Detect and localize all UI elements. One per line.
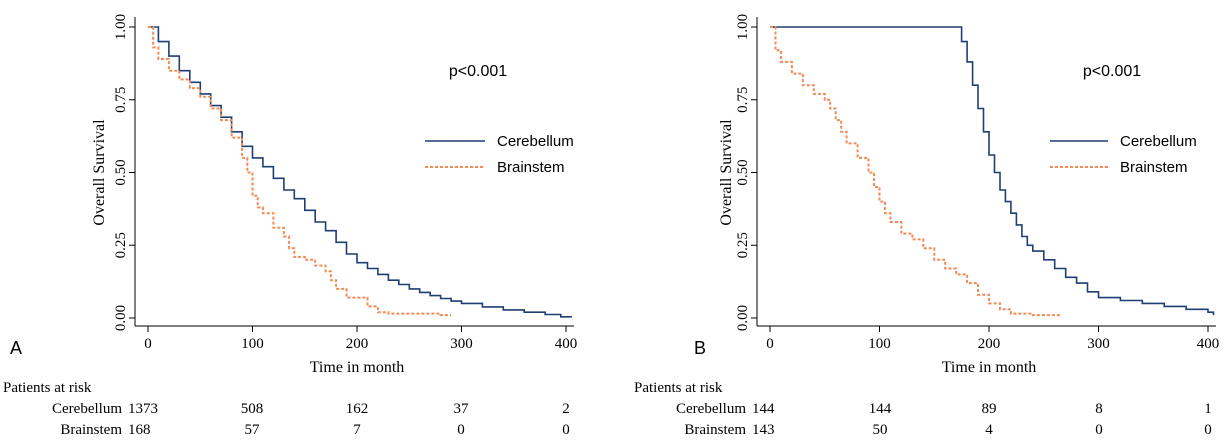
panel-b-x-axis-label: Time in month (942, 359, 1037, 376)
panel-b-x-tick-label: 400 (1197, 336, 1220, 352)
panel-a-risk-row-label: Cerebellum (52, 401, 122, 417)
panel-b-y-tick-label: 0.25 (735, 232, 751, 258)
panel-a-y-axis-label: Overall Survival (91, 119, 108, 226)
panel-b-risk-cell: 4 (985, 422, 993, 438)
panel-b-series-brainstem-line (770, 26, 1061, 317)
panel-b-risk-cell: 8 (1095, 401, 1103, 417)
panel-b-y-tick-label: 1.00 (735, 14, 751, 40)
panel-b-risk-cell: 89 (982, 401, 997, 417)
panel-b-x-tick-label: 200 (978, 336, 1001, 352)
panel-a-risk-cell: 508 (241, 401, 264, 417)
panel-b-y-axis-label: Overall Survival (718, 119, 735, 226)
panel-a-y-tick-label: 0.75 (113, 87, 129, 113)
panel-a-legend-label-brainstem: Brainstem (497, 159, 565, 176)
panel-a-y-tick-label: 1.00 (113, 14, 129, 40)
panel-a-risk-cell: 1373 (128, 401, 158, 417)
panel-b-legend-label-cerebellum: Cerebellum (1120, 133, 1197, 150)
panel-b-risk-row-label: Brainstem (684, 422, 746, 438)
panel-a-risk-cell: 0 (457, 422, 465, 438)
panel-a-panel-label: A (10, 338, 22, 358)
panel-a-x-tick-label: 400 (555, 336, 578, 352)
panel-b-risk-cell: 50 (873, 422, 888, 438)
panel-a-risk-cell: 168 (128, 422, 151, 438)
panel-b-risk-cell: 1 (1204, 401, 1212, 417)
panel-a-y-tick-label: 0.25 (113, 232, 129, 258)
panel-b-x-tick-label: 300 (1087, 336, 1110, 352)
panel-a-y-tick-label: 0.50 (113, 159, 129, 185)
panel-b-risk-table-header: Patients at risk (634, 380, 723, 396)
panel-b-risk-cell: 0 (1204, 422, 1212, 438)
panel-a-risk-cell: 37 (454, 401, 470, 417)
panel-b-risk-cell: 144 (752, 401, 775, 417)
panel-b-risk-cell: 0 (1095, 422, 1103, 438)
panel-b-y-tick-label: 0.00 (735, 305, 751, 331)
panel-b-series-cerebellum-line (770, 26, 1215, 316)
panel-a-risk-cell: 2 (562, 401, 570, 417)
panel-a-x-tick-label: 200 (346, 336, 369, 352)
panel-a-x-axis-label: Time in month (310, 359, 405, 376)
panel-a-risk-cell: 0 (562, 422, 570, 438)
panel-a-risk-cell: 7 (353, 422, 361, 438)
panel-a-risk-cell: 57 (245, 422, 261, 438)
panel-a-risk-row-label: Brainstem (60, 422, 122, 438)
panel-b-panel-label: B (694, 338, 706, 358)
panel-a-x-tick-label: 300 (450, 336, 473, 352)
panel-b-y-tick-label: 0.75 (735, 87, 751, 113)
panel-b-p-value: p<0.001 (1083, 63, 1141, 80)
panel-b-x-tick-label: 100 (868, 336, 891, 352)
panel-a-legend-label-cerebellum: Cerebellum (497, 133, 574, 150)
panel-a-p-value: p<0.001 (449, 63, 507, 80)
panel-b-risk-cell: 144 (869, 401, 892, 417)
panel-a-risk-cell: 162 (346, 401, 369, 417)
panel-a-x-tick-label: 0 (144, 336, 152, 352)
panel-a-x-tick-label: 100 (241, 336, 264, 352)
panel-a-risk-table-header: Patients at risk (3, 380, 92, 396)
panel-b-risk-row-label: Cerebellum (676, 401, 746, 417)
panel-b-y-tick-label: 0.50 (735, 159, 751, 185)
panel-a-series-brainstem-line (148, 26, 452, 317)
panel-a-y-tick-label: 0.00 (113, 305, 129, 331)
panel-b-risk-cell: 143 (752, 422, 775, 438)
panel-b-legend-label-brainstem: Brainstem (1120, 159, 1188, 176)
panel-b-x-tick-label: 0 (766, 336, 774, 352)
